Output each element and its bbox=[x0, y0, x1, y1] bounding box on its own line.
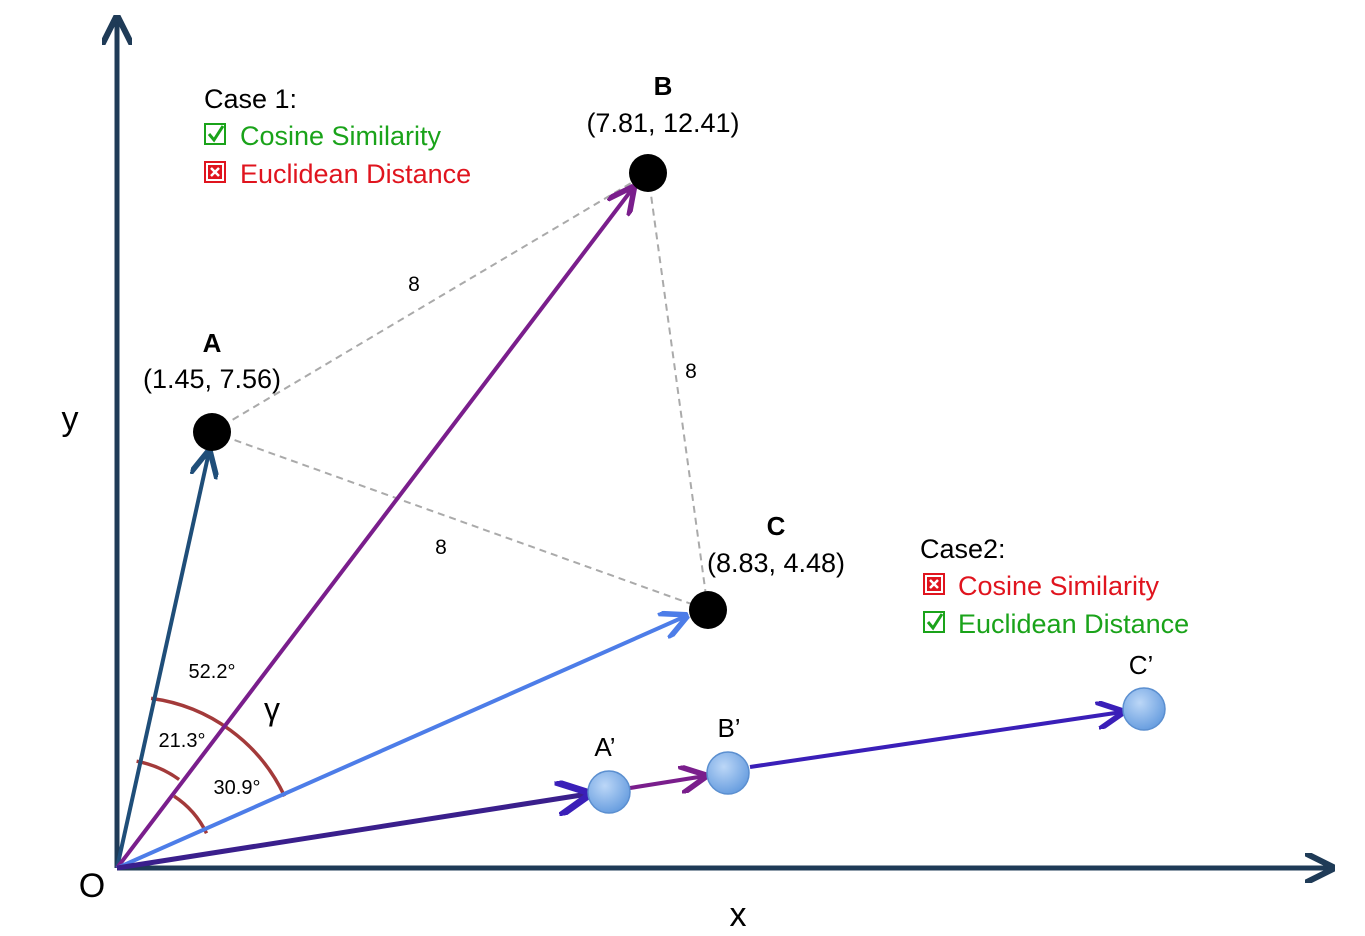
point-a bbox=[193, 413, 231, 451]
angle-label-total: 52.2° bbox=[189, 661, 236, 683]
case2-item-1-label: Cosine Similarity bbox=[958, 571, 1160, 601]
vector-b-prime-c-prime bbox=[749, 712, 1122, 769]
point-b bbox=[629, 154, 667, 192]
point-a-prime-label: A’ bbox=[594, 732, 615, 762]
y-axis-label: y bbox=[62, 400, 79, 438]
point-b-coord: (7.81, 12.41) bbox=[586, 108, 739, 138]
distance-label-ac: 8 bbox=[435, 536, 447, 559]
dashed-line-bc bbox=[647, 172, 709, 611]
point-a-prime bbox=[587, 770, 631, 814]
origin-label: O bbox=[79, 867, 105, 905]
gamma-label: γ bbox=[264, 691, 280, 727]
checkbox-checked-icon bbox=[204, 123, 226, 145]
vector-oc bbox=[116, 616, 686, 870]
case1-title: Case 1: bbox=[204, 84, 297, 114]
distance-label-ab: 8 bbox=[408, 273, 420, 296]
vector-ob bbox=[115, 188, 633, 870]
angle-arc-total bbox=[150, 696, 287, 798]
point-c-coord: (8.83, 4.48) bbox=[707, 548, 845, 578]
point-a-name: A bbox=[203, 328, 222, 358]
checkbox-checked-icon bbox=[923, 611, 945, 633]
dashed-line-ac bbox=[211, 431, 709, 611]
vector-o-a-prime bbox=[116, 794, 588, 871]
point-c-name: C bbox=[767, 511, 786, 541]
case2-legend: Case2: Cosine Similarity Euclidean Dista… bbox=[920, 534, 1189, 639]
point-b-name: B bbox=[654, 71, 673, 101]
point-b-prime-label: B’ bbox=[717, 713, 740, 743]
checkbox-x-icon bbox=[923, 573, 945, 595]
angle-label-ob-oc: 30.9° bbox=[214, 777, 261, 799]
case2-item-2-label: Euclidean Distance bbox=[958, 609, 1189, 639]
checkbox-x-icon bbox=[204, 161, 226, 183]
point-c bbox=[689, 591, 727, 629]
vector-a-prime-b-prime bbox=[629, 776, 705, 788]
angle-arc-ob-oc bbox=[173, 794, 209, 834]
vector-oa bbox=[115, 452, 209, 869]
point-c-prime bbox=[1122, 687, 1166, 731]
angle-arc-oa-ob bbox=[136, 759, 181, 781]
case1-legend: Case 1: Cosine Similarity Euclidean Dist… bbox=[204, 84, 471, 189]
case1-item-2-label: Euclidean Distance bbox=[240, 159, 471, 189]
point-a-coord: (1.45, 7.56) bbox=[143, 364, 281, 394]
dashed-line-ab bbox=[211, 172, 649, 433]
distance-label-bc: 8 bbox=[685, 360, 697, 383]
case1-item-1-label: Cosine Similarity bbox=[240, 121, 442, 151]
case2-title: Case2: bbox=[920, 534, 1006, 564]
point-c-prime-label: C’ bbox=[1129, 650, 1154, 680]
point-b-prime bbox=[706, 751, 750, 795]
angle-label-oa-ob: 21.3° bbox=[159, 730, 206, 752]
x-axis-label: x bbox=[730, 896, 747, 934]
